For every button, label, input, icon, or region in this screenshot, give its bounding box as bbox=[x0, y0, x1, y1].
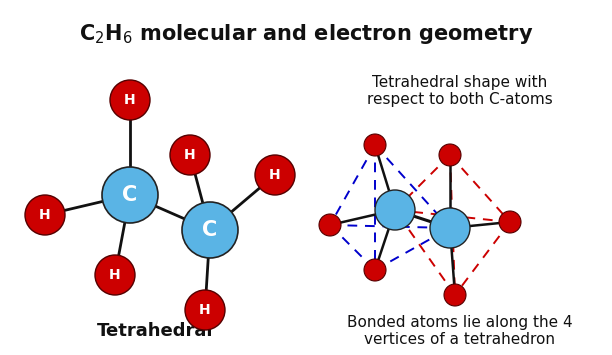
Circle shape bbox=[439, 144, 461, 166]
Text: C: C bbox=[122, 185, 138, 205]
Text: H: H bbox=[269, 168, 281, 182]
Text: H: H bbox=[39, 208, 51, 222]
Circle shape bbox=[499, 211, 521, 233]
Circle shape bbox=[185, 290, 225, 330]
Circle shape bbox=[170, 135, 210, 175]
Text: H: H bbox=[109, 268, 121, 282]
Text: C$_2$H$_6$ molecular and electron geometry: C$_2$H$_6$ molecular and electron geomet… bbox=[79, 22, 533, 46]
Text: H: H bbox=[124, 93, 136, 107]
Circle shape bbox=[364, 259, 386, 281]
Circle shape bbox=[375, 190, 415, 230]
Text: Bonded atoms lie along the 4
vertices of a tetrahedron: Bonded atoms lie along the 4 vertices of… bbox=[347, 315, 573, 348]
Circle shape bbox=[319, 214, 341, 236]
Text: Tetrahedral: Tetrahedral bbox=[97, 322, 213, 340]
Circle shape bbox=[255, 155, 295, 195]
Circle shape bbox=[182, 202, 238, 258]
Text: Tetrahedral shape with
respect to both C-atoms: Tetrahedral shape with respect to both C… bbox=[367, 75, 553, 108]
Circle shape bbox=[110, 80, 150, 120]
Text: C: C bbox=[203, 220, 218, 240]
Circle shape bbox=[95, 255, 135, 295]
Circle shape bbox=[25, 195, 65, 235]
Circle shape bbox=[102, 167, 158, 223]
Circle shape bbox=[430, 208, 470, 248]
Circle shape bbox=[364, 134, 386, 156]
Circle shape bbox=[444, 284, 466, 306]
Text: H: H bbox=[199, 303, 211, 317]
Text: H: H bbox=[184, 148, 196, 162]
